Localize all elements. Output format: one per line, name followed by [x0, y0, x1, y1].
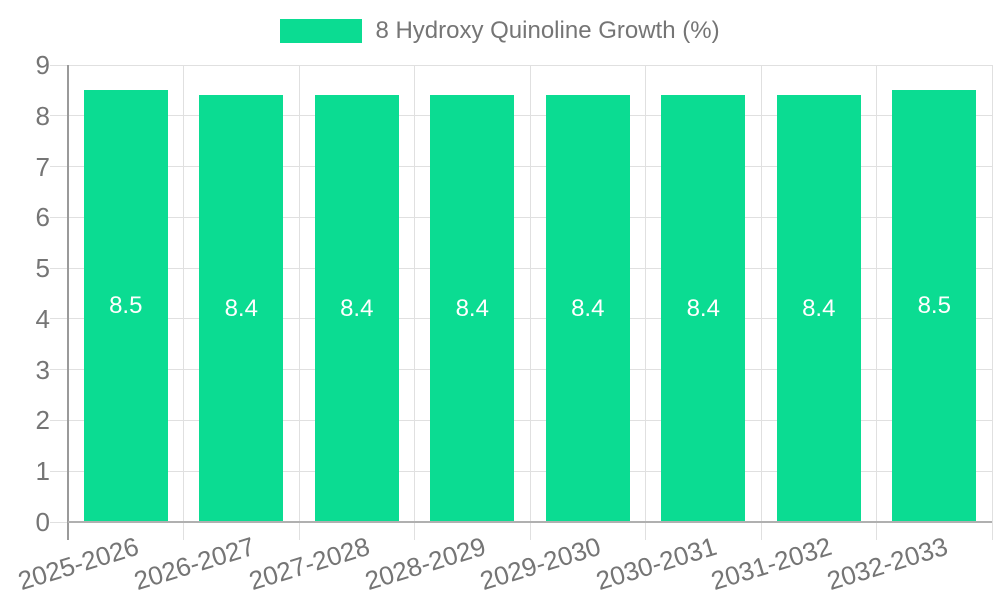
x-gridline [298, 65, 300, 540]
y-axis-tick [50, 64, 68, 66]
bar-value-label: 8.4 [224, 294, 258, 322]
bar[interactable] [661, 95, 746, 522]
chart-legend[interactable]: 8 Hydroxy Quinoline Growth (%) [0, 17, 1000, 45]
y-axis-tick [50, 521, 68, 523]
legend-color-swatch [280, 19, 363, 43]
x-axis-label: 2027-2028 [245, 531, 374, 597]
y-axis-tick [50, 470, 68, 472]
y-axis-line [67, 65, 69, 540]
bar[interactable] [430, 95, 515, 522]
y-axis-tick [50, 216, 68, 218]
bar-value-label: 8.5 [109, 292, 143, 320]
y-axis-tick [50, 115, 68, 117]
bar-value-label: 8.4 [802, 294, 836, 322]
y-axis-tick [50, 267, 68, 269]
x-gridline [183, 65, 184, 540]
x-axis-label: 2028-2029 [361, 531, 490, 597]
y-axis-label: 2 [35, 405, 50, 436]
x-axis-label: 2025-2026 [14, 531, 143, 597]
y-axis-tick [50, 419, 68, 421]
x-axis-baseline [68, 521, 992, 523]
y-axis-tick [50, 369, 68, 371]
x-axis-label: 2026-2027 [130, 531, 259, 597]
bar-value-label: 8.4 [571, 294, 605, 322]
y-axis-tick [50, 166, 68, 168]
y-axis-label: 1 [35, 456, 50, 487]
x-axis-label: 2030-2031 [592, 531, 721, 597]
y-axis-label: 4 [35, 303, 50, 334]
legend-label: 8 Hydroxy Quinoline Growth (%) [375, 17, 720, 44]
x-gridline [991, 65, 993, 540]
bar-value-label: 8.5 [917, 292, 951, 320]
bar[interactable] [314, 95, 399, 522]
bar[interactable] [776, 95, 861, 522]
y-axis-label: 9 [35, 50, 50, 80]
bar[interactable] [199, 95, 284, 522]
x-axis-label: 2031-2032 [707, 531, 836, 597]
bar[interactable] [83, 90, 168, 522]
y-axis-label: 6 [35, 202, 50, 233]
x-gridline [645, 65, 646, 540]
x-axis-label: 2029-2030 [476, 531, 605, 597]
x-gridline [876, 65, 877, 540]
x-axis-label: 2032-2033 [823, 531, 952, 597]
x-gridline [760, 65, 762, 540]
bar-value-label: 8.4 [340, 294, 374, 322]
y-axis-tick [50, 318, 68, 320]
y-axis-label: 8 [35, 100, 50, 131]
bar[interactable] [545, 95, 630, 522]
y-axis-label: 7 [35, 151, 50, 182]
bar-value-label: 8.4 [686, 294, 720, 322]
bar[interactable] [892, 90, 977, 522]
y-axis-label: 3 [35, 354, 50, 385]
x-gridline [414, 65, 415, 540]
y-axis-label: 5 [35, 253, 50, 284]
x-gridline [529, 65, 531, 540]
bar-value-label: 8.4 [455, 294, 489, 322]
y-axis-label: 0 [35, 507, 50, 537]
